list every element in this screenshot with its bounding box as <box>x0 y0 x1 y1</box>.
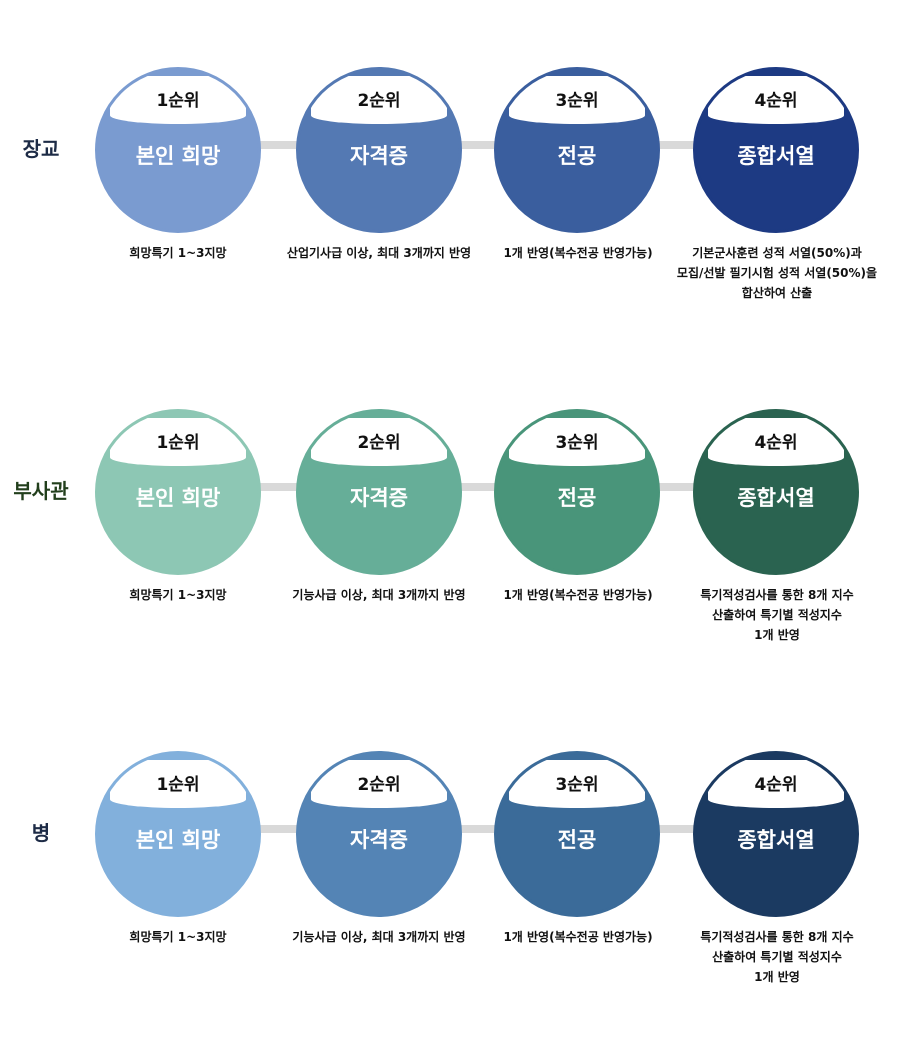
step-title: 자격증 <box>350 144 408 168</box>
step-description: 1개 반영(복수전공 반영가능) <box>503 930 653 944</box>
step-title: 종합서열 <box>737 828 815 852</box>
step-description: 희망특기 1~3지망 <box>129 930 227 944</box>
step-description: 기능사급 이상, 최대 3개까지 반영 <box>292 588 466 602</box>
rank-label: 3순위 <box>555 91 599 111</box>
rank-cap <box>311 76 447 124</box>
step-title: 자격증 <box>350 486 408 510</box>
step-title: 본인 희망 <box>135 144 221 168</box>
step-title: 전공 <box>557 144 597 168</box>
step-circle-2: 2순위 자격증 <box>296 409 462 575</box>
connector-line <box>240 483 720 491</box>
rank-cap <box>110 760 246 808</box>
step-circle-3: 3순위 전공 <box>494 67 660 233</box>
category-label: 부사관 <box>13 479 69 503</box>
step-description: 특기적성검사를 통한 8개 지수 산출하여 특기별 적성지수 1개 반영 <box>700 930 854 984</box>
step-description: 희망특기 1~3지망 <box>129 246 227 260</box>
step-circle-1: 1순위 본인 희망 <box>95 409 261 575</box>
step-description: 산업기사급 이상, 최대 3개까지 반영 <box>286 246 472 260</box>
rank-cap <box>110 418 246 466</box>
step-description: 특기적성검사를 통한 8개 지수 산출하여 특기별 적성지수 1개 반영 <box>700 588 854 642</box>
rank-cap <box>311 760 447 808</box>
rank-cap <box>708 418 844 466</box>
step-title: 종합서열 <box>737 144 815 168</box>
step-circle-4: 4순위 종합서열 <box>693 67 859 233</box>
connector-line <box>240 141 720 149</box>
step-circle-2: 2순위 자격증 <box>296 751 462 917</box>
rank-cap <box>110 76 246 124</box>
rank-label: 2순위 <box>357 775 401 795</box>
step-title: 종합서열 <box>737 486 815 510</box>
step-description: 1개 반영(복수전공 반영가능) <box>503 588 653 602</box>
rank-label: 2순위 <box>357 433 401 453</box>
rank-label: 1순위 <box>156 775 200 795</box>
step-title: 자격증 <box>350 828 408 852</box>
rank-label: 4순위 <box>754 775 798 795</box>
category-label: 병 <box>31 821 51 845</box>
rank-cap <box>708 760 844 808</box>
rank-label: 4순위 <box>754 91 798 111</box>
rank-label: 3순위 <box>555 433 599 453</box>
rank-label: 3순위 <box>555 775 599 795</box>
rank-cap <box>708 76 844 124</box>
step-circle-1: 1순위 본인 희망 <box>95 751 261 917</box>
rank-cap <box>509 76 645 124</box>
step-description: 희망특기 1~3지망 <box>129 588 227 602</box>
step-description: 기본군사훈련 성적 서열(50%)과 모집/선발 필기시험 성적 서열(50%)… <box>676 246 878 300</box>
connector-line <box>240 825 720 833</box>
step-title: 본인 희망 <box>135 486 221 510</box>
step-title: 본인 희망 <box>135 828 221 852</box>
step-title: 전공 <box>557 486 597 510</box>
section-nco: 부사관 1순위 본인 희망 2순위 자격증 3순위 전공 4순위 종합서열 희망… <box>0 397 901 697</box>
rank-label: 2순위 <box>357 91 401 111</box>
step-title: 전공 <box>557 828 597 852</box>
step-circle-1: 1순위 본인 희망 <box>95 67 261 233</box>
step-circle-3: 3순위 전공 <box>494 409 660 575</box>
section-enlisted: 병 1순위 본인 희망 2순위 자격증 3순위 전공 4순위 종합서열 희망특기… <box>0 739 901 1039</box>
category-label: 장교 <box>22 137 60 161</box>
rank-cap <box>509 760 645 808</box>
rank-label: 1순위 <box>156 91 200 111</box>
step-circle-4: 4순위 종합서열 <box>693 409 859 575</box>
rank-label: 1순위 <box>156 433 200 453</box>
step-description: 기능사급 이상, 최대 3개까지 반영 <box>292 930 466 944</box>
step-circle-4: 4순위 종합서열 <box>693 751 859 917</box>
rank-cap <box>311 418 447 466</box>
step-description: 1개 반영(복수전공 반영가능) <box>503 246 653 260</box>
rank-cap <box>509 418 645 466</box>
step-circle-3: 3순위 전공 <box>494 751 660 917</box>
section-officer: 장교 1순위 본인 희망 2순위 자격증 3순위 전공 4순위 종합서열 희망특… <box>0 55 901 355</box>
step-circle-2: 2순위 자격증 <box>296 67 462 233</box>
rank-label: 4순위 <box>754 433 798 453</box>
